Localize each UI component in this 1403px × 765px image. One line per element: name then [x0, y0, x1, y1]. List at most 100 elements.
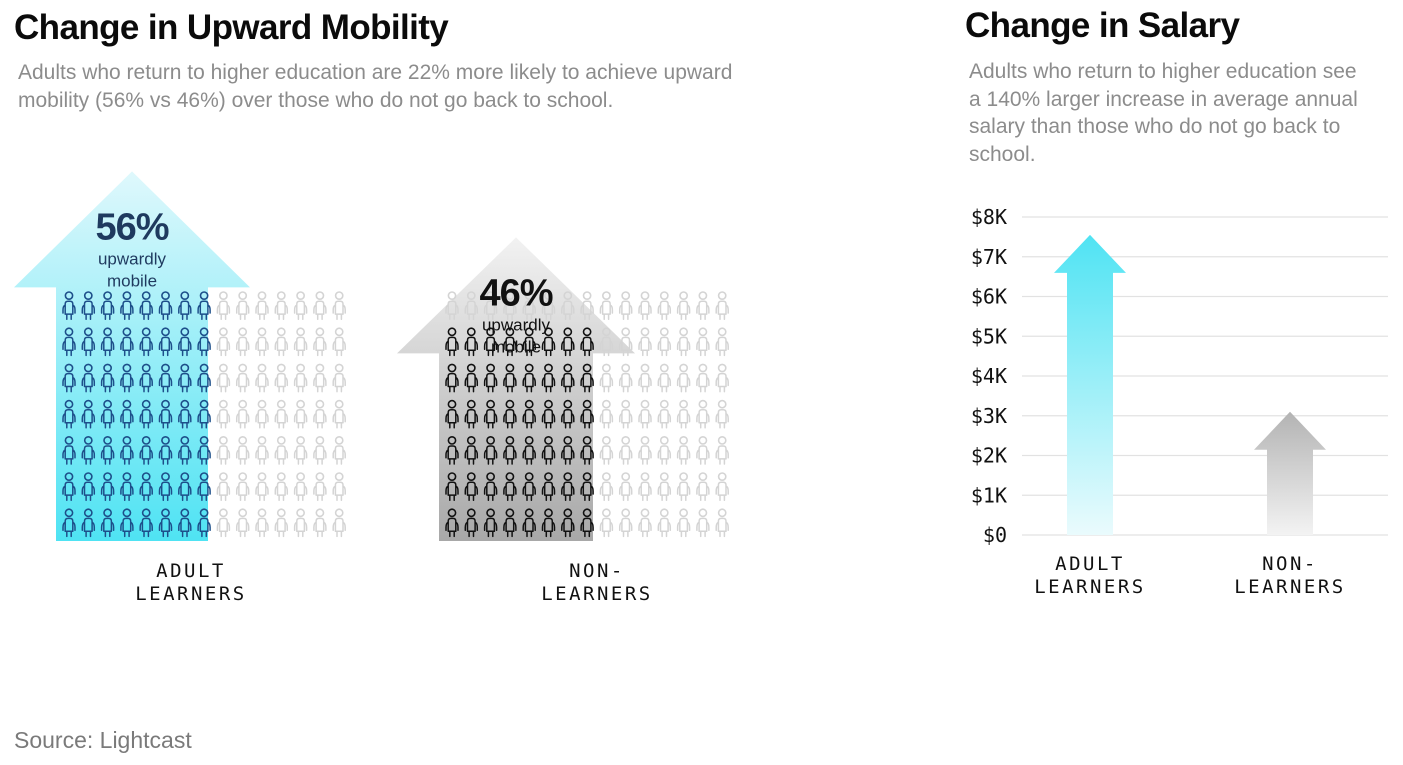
person-icon — [638, 508, 652, 538]
person-icon — [235, 472, 250, 502]
person-icon — [715, 399, 730, 429]
person-icon — [657, 435, 672, 465]
person-icon — [676, 327, 691, 357]
person-icon — [599, 291, 614, 321]
person-icon — [657, 472, 672, 502]
person-icon — [715, 472, 730, 502]
person-icon — [332, 435, 347, 465]
category-label-non-learners: LEARNERS — [541, 583, 653, 605]
y-tick-label: $4K — [971, 364, 1007, 388]
person-icon — [235, 363, 250, 393]
person-icon — [676, 435, 691, 465]
person-icon — [618, 435, 633, 465]
salary-bar-non-learners — [1254, 411, 1326, 535]
salary-category-label-non-learners: NON- — [1262, 553, 1318, 575]
y-tick-label: $8K — [971, 205, 1007, 229]
person-icon — [638, 327, 652, 357]
person-icon — [293, 435, 308, 465]
person-icon — [274, 472, 289, 502]
y-tick-label: $6K — [971, 285, 1007, 309]
value-caption-adult-learners: upwardly — [98, 249, 167, 268]
person-icon — [332, 399, 347, 429]
person-icon — [235, 508, 250, 538]
person-icon — [715, 363, 730, 393]
person-icon — [618, 508, 633, 538]
person-icon — [638, 435, 652, 465]
person-icon — [618, 291, 633, 321]
person-icon — [332, 472, 347, 502]
person-icon — [638, 399, 652, 429]
y-tick-label: $5K — [971, 324, 1007, 348]
salary-chart: $0$1K$2K$3K$4K$5K$6K$7K$8KADULTLEARNERSN… — [971, 205, 1388, 598]
salary-bar-adult-learners — [1054, 234, 1126, 535]
person-icon — [313, 327, 327, 357]
person-icon — [599, 435, 614, 465]
person-icon — [313, 291, 327, 321]
person-icon — [255, 363, 269, 393]
source-note: Source: Lightcast — [14, 727, 192, 753]
person-icon — [676, 363, 691, 393]
value-caption-adult-learners: mobile — [107, 271, 157, 290]
person-icon — [313, 508, 327, 538]
salary-chart-subtitle: Adults who return to higher education se… — [969, 60, 1358, 166]
person-icon — [313, 472, 327, 502]
person-icon — [235, 327, 250, 357]
person-icon — [657, 363, 672, 393]
person-icon — [657, 508, 672, 538]
person-icon — [274, 291, 289, 321]
y-tick-label: $1K — [971, 483, 1007, 507]
person-icon — [313, 363, 327, 393]
person-icon — [638, 472, 652, 502]
salary-category-label-non-learners: LEARNERS — [1234, 576, 1346, 598]
person-icon — [293, 327, 308, 357]
person-icon — [715, 327, 730, 357]
person-icon — [255, 399, 269, 429]
person-icon — [696, 291, 710, 321]
person-icon — [599, 472, 614, 502]
person-icon — [599, 399, 614, 429]
mobility-chart-subtitle: Adults who return to higher education ar… — [18, 61, 733, 112]
person-icon — [255, 508, 269, 538]
person-icon — [715, 435, 730, 465]
person-icon — [313, 435, 327, 465]
person-icon — [696, 508, 710, 538]
person-icon — [638, 291, 652, 321]
person-icon — [293, 472, 308, 502]
person-icon — [255, 435, 269, 465]
person-icon — [255, 327, 269, 357]
person-icon — [313, 399, 327, 429]
y-tick-label: $2K — [971, 444, 1007, 468]
person-icon — [657, 327, 672, 357]
person-icon — [216, 508, 231, 538]
person-icon — [216, 435, 231, 465]
person-icon — [235, 291, 250, 321]
person-icon — [618, 363, 633, 393]
salary-chart-title: Change in Salary — [965, 6, 1240, 45]
mobility-chart-title: Change in Upward Mobility — [14, 8, 449, 47]
salary-category-label-adult-learners: ADULT — [1055, 553, 1125, 575]
person-icon — [676, 508, 691, 538]
person-icon — [618, 472, 633, 502]
y-tick-label: $0 — [983, 523, 1007, 547]
person-icon — [293, 399, 308, 429]
value-caption-non-learners: upwardly — [482, 315, 551, 334]
person-icon — [274, 363, 289, 393]
person-icon — [676, 291, 691, 321]
person-icon — [293, 291, 308, 321]
person-icon — [293, 508, 308, 538]
person-icon — [715, 508, 730, 538]
category-label-adult-learners: LEARNERS — [135, 583, 247, 605]
person-icon — [216, 363, 231, 393]
person-icon — [274, 508, 289, 538]
person-icon — [332, 327, 347, 357]
mobility-labels: 56%upwardlymobileADULTLEARNERS46%upwardl… — [95, 206, 653, 605]
salary-category-label-adult-learners: LEARNERS — [1034, 576, 1146, 598]
person-icon — [255, 472, 269, 502]
person-icon — [676, 399, 691, 429]
person-icon — [216, 472, 231, 502]
value-label-adult-learners: 56% — [95, 206, 168, 248]
person-icon — [274, 435, 289, 465]
value-caption-non-learners: mobile — [491, 337, 541, 356]
y-tick-label: $7K — [971, 245, 1007, 269]
